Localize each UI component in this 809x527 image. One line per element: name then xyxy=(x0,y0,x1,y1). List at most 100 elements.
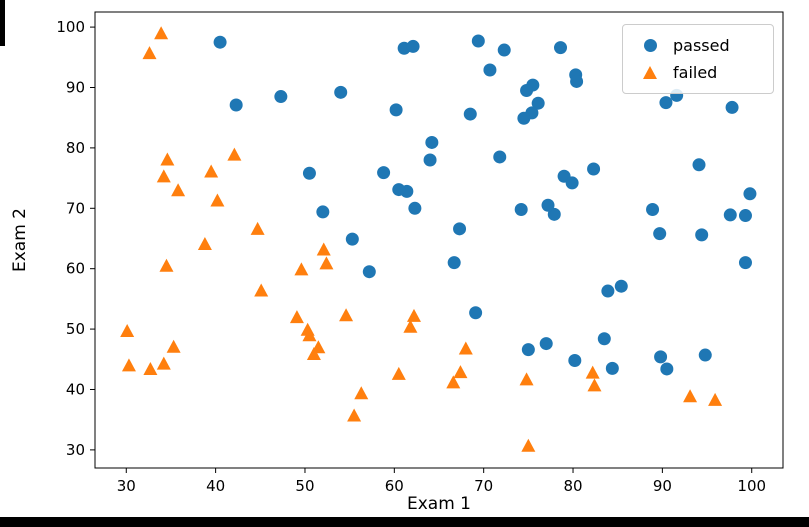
data-point-passed xyxy=(738,209,752,223)
data-point-failed xyxy=(142,46,157,60)
data-point-failed xyxy=(391,366,406,380)
data-point-passed xyxy=(229,98,243,112)
screen-edge-artifact-bottom xyxy=(0,517,809,527)
data-point-failed xyxy=(519,372,534,386)
legend: passed failed xyxy=(622,24,774,94)
data-point-passed xyxy=(605,361,619,375)
data-point-passed xyxy=(362,265,376,279)
data-point-passed xyxy=(316,205,330,219)
data-point-passed xyxy=(213,35,227,49)
data-point-passed xyxy=(274,90,288,104)
data-point-failed xyxy=(453,365,468,379)
data-point-passed xyxy=(646,202,660,216)
data-point-passed xyxy=(654,350,668,364)
data-point-passed xyxy=(653,227,667,241)
data-point-passed xyxy=(521,343,535,357)
data-point-passed xyxy=(469,306,483,320)
y-tick-label: 80 xyxy=(66,139,85,157)
data-point-passed xyxy=(541,198,555,212)
data-point-failed xyxy=(446,375,461,389)
data-point-failed xyxy=(354,386,369,400)
x-tick-label: 90 xyxy=(653,477,672,495)
x-tick-label: 70 xyxy=(474,477,493,495)
legend-label-failed: failed xyxy=(673,63,718,82)
data-point-failed xyxy=(121,358,136,372)
data-point-passed xyxy=(565,176,579,190)
x-tick-label: 80 xyxy=(563,477,582,495)
data-point-passed xyxy=(554,41,568,55)
data-point-failed xyxy=(210,193,225,207)
data-point-passed xyxy=(723,208,737,222)
x-tick-label: 100 xyxy=(737,477,766,495)
legend-label-passed: passed xyxy=(673,36,730,55)
y-tick-label: 90 xyxy=(66,78,85,96)
y-tick-label: 70 xyxy=(66,199,85,217)
data-point-passed xyxy=(725,100,739,114)
data-point-passed xyxy=(547,207,561,221)
y-axis-label: Exam 2 xyxy=(10,208,30,272)
data-point-failed xyxy=(319,256,334,270)
data-point-passed xyxy=(453,222,467,236)
data-point-failed xyxy=(294,262,309,276)
data-point-failed xyxy=(171,183,186,197)
data-point-failed xyxy=(227,147,242,161)
data-point-passed xyxy=(517,111,531,125)
data-point-failed xyxy=(347,408,362,422)
data-point-passed xyxy=(425,135,439,149)
y-tick-label: 30 xyxy=(66,441,85,459)
legend-item-failed: failed xyxy=(635,59,763,86)
data-point-failed xyxy=(585,365,600,379)
data-point-failed xyxy=(197,237,212,251)
data-point-passed xyxy=(614,279,628,293)
data-point-passed xyxy=(302,166,316,180)
legend-item-passed: passed xyxy=(635,32,763,59)
x-tick-label: 40 xyxy=(206,477,225,495)
data-point-passed xyxy=(483,63,497,77)
data-point-failed xyxy=(316,242,331,256)
data-point-failed xyxy=(159,258,174,272)
data-point-failed xyxy=(254,283,269,297)
x-tick-label: 30 xyxy=(117,477,136,495)
data-point-failed xyxy=(156,169,171,183)
screen-edge-artifact-left xyxy=(0,0,5,46)
passed-marker-icon xyxy=(635,39,665,52)
data-point-failed xyxy=(120,324,135,338)
data-point-passed xyxy=(568,353,582,367)
data-point-failed xyxy=(250,221,265,235)
data-point-passed xyxy=(392,183,406,197)
failed-marker-icon xyxy=(635,66,665,79)
data-point-passed xyxy=(587,162,601,176)
data-point-passed xyxy=(471,34,485,48)
data-point-passed xyxy=(695,228,709,242)
data-point-passed xyxy=(698,348,712,362)
data-point-passed xyxy=(345,232,359,246)
data-point-failed xyxy=(406,308,421,322)
x-tick-label: 60 xyxy=(385,477,404,495)
data-point-passed xyxy=(692,158,706,172)
data-point-passed xyxy=(423,153,437,167)
data-point-passed xyxy=(334,85,348,99)
data-point-failed xyxy=(143,362,158,376)
data-point-failed xyxy=(339,308,354,322)
data-point-passed xyxy=(497,43,511,57)
data-point-passed xyxy=(570,74,584,88)
data-point-failed xyxy=(708,392,723,406)
data-point-passed xyxy=(408,201,422,215)
data-point-failed xyxy=(166,339,181,353)
data-point-failed xyxy=(403,319,418,333)
y-tick-label: 60 xyxy=(66,260,85,278)
data-point-failed xyxy=(289,310,304,324)
data-point-failed xyxy=(458,341,473,355)
data-point-passed xyxy=(738,256,752,270)
data-point-failed xyxy=(300,322,315,336)
data-point-passed xyxy=(406,39,420,53)
data-point-passed xyxy=(493,150,507,164)
x-tick-label: 50 xyxy=(295,477,314,495)
data-point-failed xyxy=(683,389,698,403)
y-tick-label: 100 xyxy=(56,18,85,36)
y-tick-label: 50 xyxy=(66,320,85,338)
data-point-passed xyxy=(539,337,553,351)
data-point-passed xyxy=(743,187,757,201)
data-point-passed xyxy=(597,332,611,346)
data-point-failed xyxy=(156,356,171,370)
